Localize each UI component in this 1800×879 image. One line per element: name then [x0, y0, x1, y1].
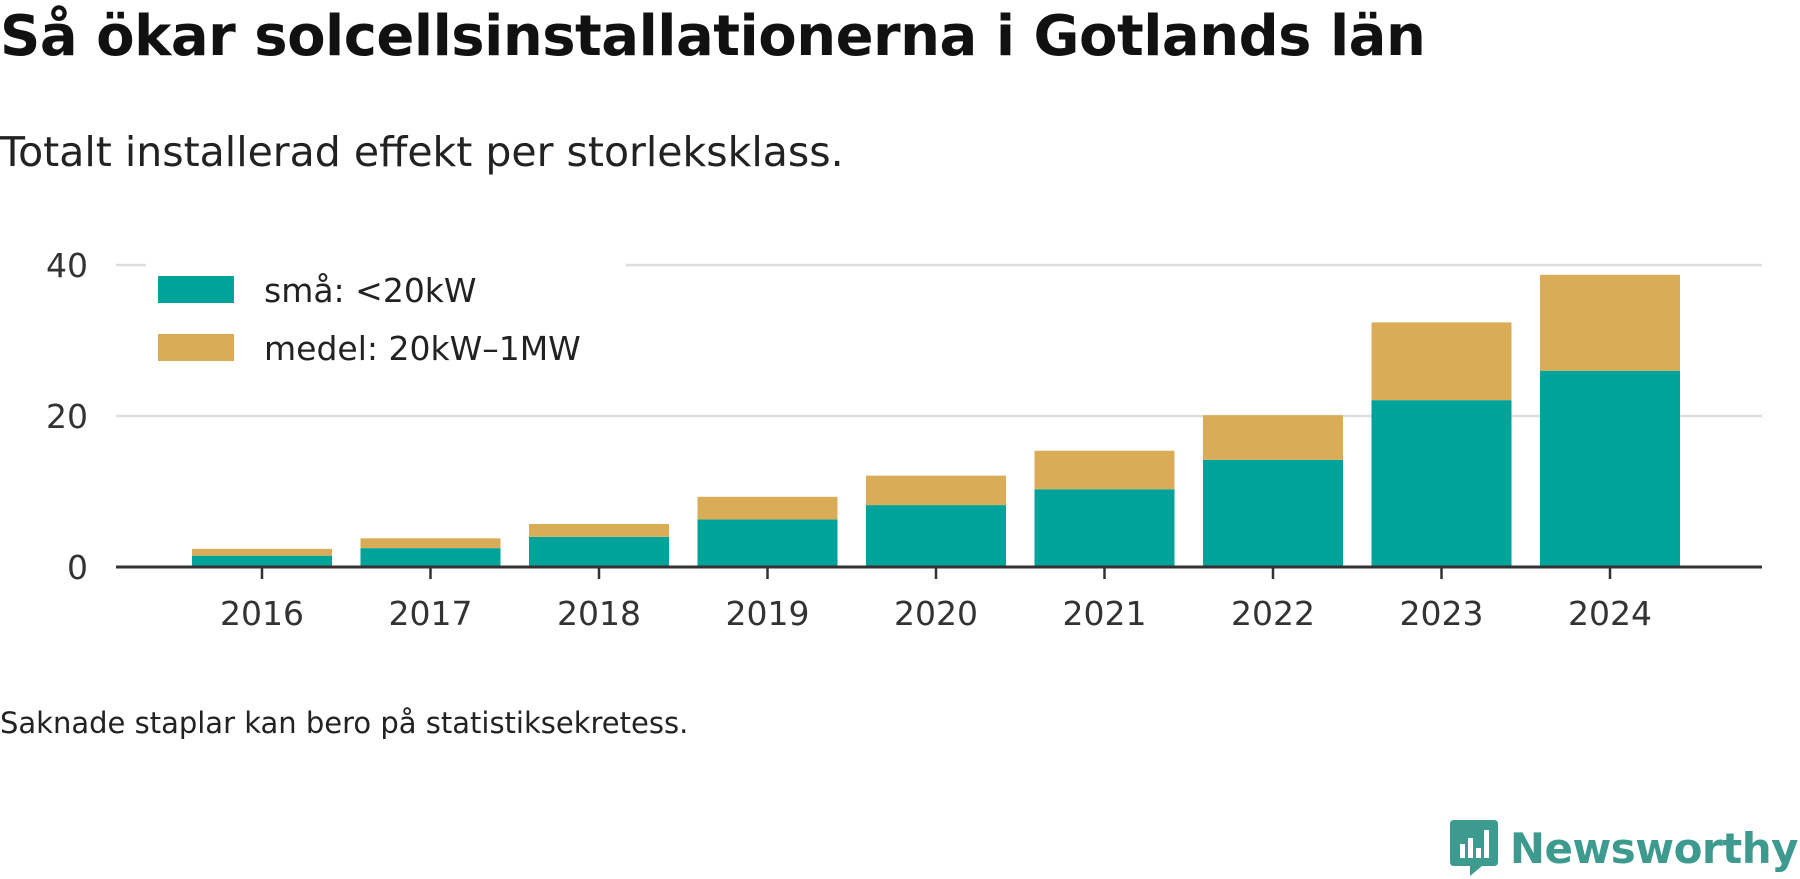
bar-small-2019 — [697, 519, 838, 567]
bar-medium-2022 — [1203, 415, 1343, 460]
bar-small-2016 — [192, 555, 332, 567]
bar-medium-2016 — [192, 548, 332, 556]
y-tick-label: 40 — [46, 246, 88, 285]
x-tick-label: 2023 — [1400, 594, 1484, 633]
bar-small-2018 — [529, 536, 669, 567]
x-tick-label: 2018 — [557, 594, 641, 633]
chart-subtitle: Totalt installerad effekt per storlekskl… — [0, 128, 844, 176]
bar-medium-2018 — [529, 523, 669, 537]
footnote: Saknade staplar kan bero på statistiksek… — [0, 706, 689, 740]
x-tick-label: 2016 — [220, 594, 304, 633]
bar-medium-2024 — [1540, 274, 1680, 371]
bar-medium-2021 — [1034, 450, 1175, 490]
bar-medium-2019 — [697, 496, 838, 520]
newsworthy-logo-icon — [1449, 820, 1498, 876]
bar-medium-2020 — [866, 475, 1006, 506]
x-tick-label: 2022 — [1231, 594, 1315, 633]
chart-title: Så ökar solcellsinstallationerna i Gotla… — [0, 4, 1426, 69]
legend-label-medium: medel: 20kW–1MW — [264, 329, 581, 368]
x-tick-label: 2019 — [726, 594, 810, 633]
legend-label-small: små: <20kW — [264, 271, 477, 310]
bar-small-2024 — [1540, 370, 1680, 567]
bar-small-2021 — [1034, 489, 1175, 567]
bar-medium-2017 — [360, 538, 501, 549]
brand-logo: Newsworthy — [1448, 818, 1799, 878]
x-tick-label: 2017 — [389, 594, 473, 633]
y-axis-ticks: 0 20 40 — [46, 246, 88, 587]
legend-swatch-medium — [158, 334, 234, 361]
bar-small-2022 — [1203, 459, 1343, 567]
legend: små: <20kW medel: 20kW–1MW — [146, 262, 626, 386]
bars — [192, 274, 1680, 567]
x-axis-ticks: 2016 2017 2018 2019 2020 2021 2022 2023 2024 — [220, 567, 1652, 633]
bar-small-2017 — [360, 548, 501, 567]
x-tick-label: 2024 — [1568, 594, 1652, 633]
x-tick-label: 2021 — [1063, 594, 1147, 633]
bar-medium-2023 — [1371, 322, 1512, 401]
y-tick-label: 0 — [67, 548, 88, 587]
bar-small-2020 — [866, 505, 1006, 567]
brand-name: Newsworthy — [1509, 823, 1799, 873]
y-tick-label: 20 — [46, 397, 88, 436]
x-tick-label: 2020 — [894, 594, 978, 633]
bar-small-2023 — [1371, 400, 1512, 567]
legend-swatch-small — [158, 276, 234, 303]
